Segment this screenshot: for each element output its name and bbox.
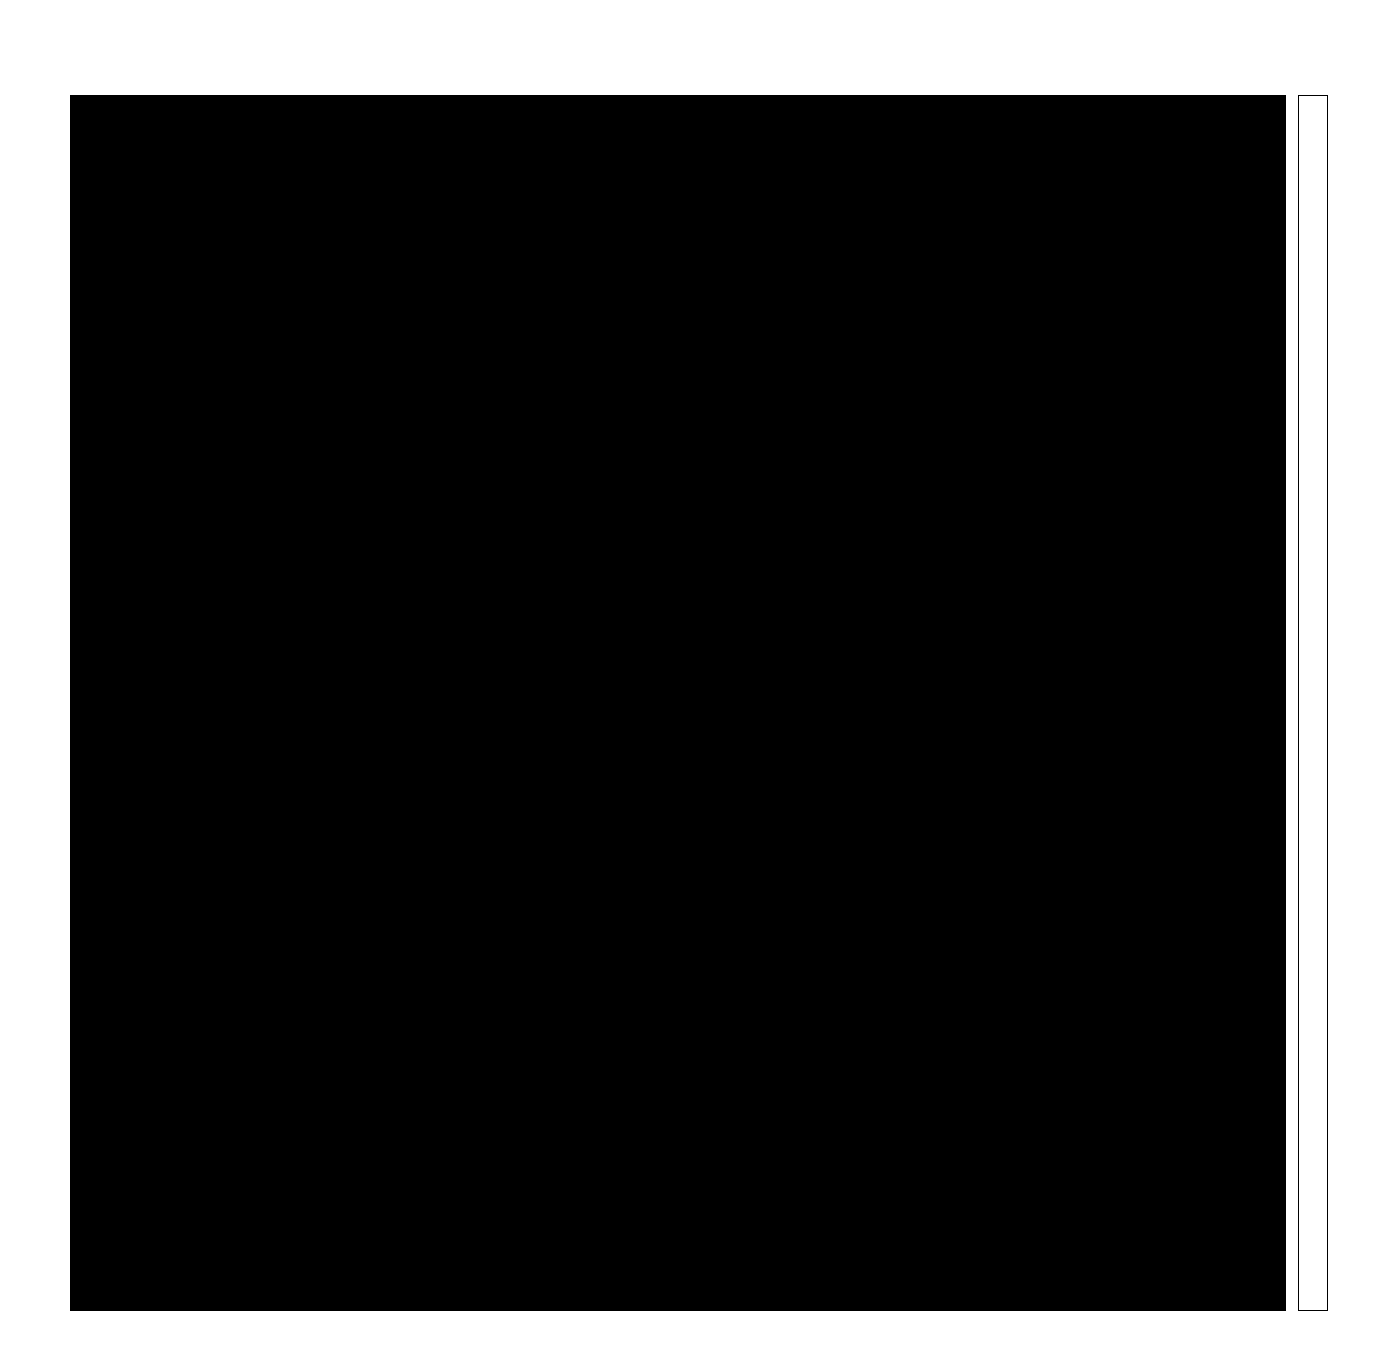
colorbar-gradient <box>1299 96 1327 1310</box>
copyright-stamp <box>80 1288 104 1299</box>
image-canvas-wrap <box>72 97 1284 1309</box>
coastline-and-grid-overlay <box>72 97 1284 1309</box>
satellite-image-plot[interactable] <box>70 95 1286 1311</box>
temperature-colorbar[interactable] <box>1298 95 1328 1311</box>
